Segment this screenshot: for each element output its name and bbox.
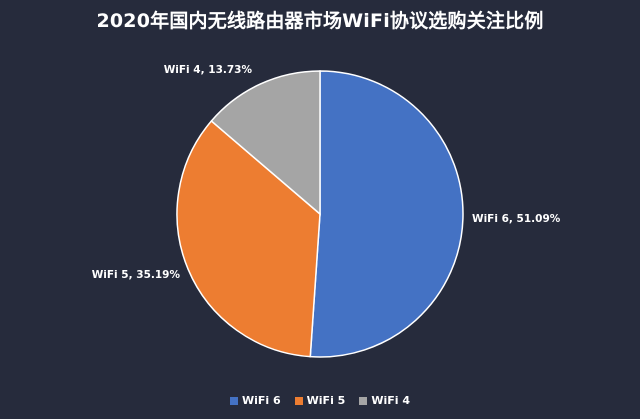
legend-label-wifi6: WiFi 6 xyxy=(241,394,281,407)
legend-swatch-wifi4 xyxy=(359,396,368,405)
pie-slice-wifi5 xyxy=(176,119,321,358)
pie-slices xyxy=(176,70,464,358)
slice-label-wifi6: WiFi 6, 51.09% xyxy=(472,213,561,225)
slice-label-wifi5: WiFi 5, 35.19% xyxy=(92,269,181,281)
chart-title: 2020年国内无线路由器市场WiFi协议选购关注比例 xyxy=(96,10,544,32)
legend-item-wifi5: WiFi 5 xyxy=(294,394,346,407)
legend-label-wifi5: WiFi 5 xyxy=(306,394,346,407)
chart-legend: WiFi 6 WiFi 5 WiFi 4 xyxy=(0,394,640,407)
legend-item-wifi6: WiFi 6 xyxy=(229,394,281,407)
legend-swatch-wifi5 xyxy=(294,396,303,405)
legend-label-wifi4: WiFi 4 xyxy=(371,394,410,407)
pie-slice-wifi4 xyxy=(210,70,321,216)
pie-slice-wifi6 xyxy=(309,70,464,358)
legend-item-wifi4: WiFi 4 xyxy=(359,394,410,407)
legend-swatch-wifi6 xyxy=(229,396,238,405)
slice-label-wifi4: WiFi 4, 13.73% xyxy=(164,64,253,76)
